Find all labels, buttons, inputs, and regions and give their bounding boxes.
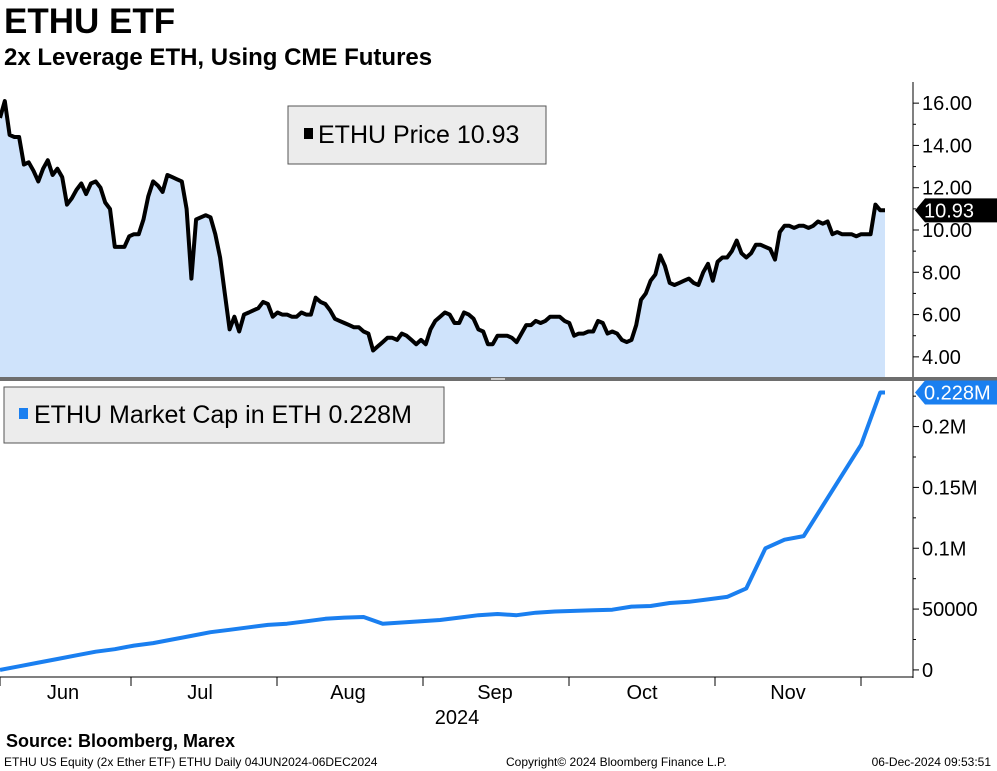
price-y-tick-label: 6.00 [922, 305, 961, 327]
price-legend-label: ETHU Price 10.93 [318, 121, 519, 149]
marketcap-series-line [0, 390, 885, 672]
x-axis-month-label: Nov [770, 682, 806, 704]
price-last-value-tag [915, 198, 997, 223]
security-info: ETHU US Equity (2x Ether ETF) ETHU Daily… [4, 755, 378, 769]
price-y-tick-label: 4.00 [922, 347, 961, 369]
panel-divider-handle [491, 378, 505, 380]
price-y-tick-label: 12.00 [922, 178, 972, 200]
x-axis-month-label: Sep [477, 682, 513, 704]
chart-title: ETHU ETF [4, 2, 176, 41]
marketcap-y-tick-label: 50000 [922, 599, 978, 621]
x-axis-month-label: Jun [47, 682, 79, 704]
source-note: Source: Bloomberg, Marex [6, 731, 236, 751]
marketcap-y-tick-label: 0.15M [922, 477, 978, 499]
copyright: Copyright© 2024 Bloomberg Finance L.P. [506, 755, 727, 769]
x-axis-year-label: 2024 [435, 707, 480, 729]
marketcap-legend-label: ETHU Market Cap in ETH 0.228M [34, 401, 412, 429]
price-series-line [0, 99, 885, 353]
chart-subtitle: 2x Leverage ETH, Using CME Futures [4, 44, 433, 71]
x-axis-month-label: Aug [330, 682, 366, 704]
marketcap-y-tick-label: 0.2M [922, 417, 966, 439]
price-legend-swatch [304, 128, 313, 139]
price-area-fill [0, 101, 885, 378]
x-axis-month-label: Jul [187, 682, 213, 704]
timestamp: 06-Dec-2024 09:53:51 [871, 755, 991, 769]
marketcap-last-value-label: 0.228M [924, 383, 991, 405]
price-last-value-label: 10.93 [924, 200, 974, 222]
price-y-tick-label: 8.00 [922, 262, 961, 284]
marketcap-last-value-tag [915, 380, 997, 405]
x-axis-month-label: Oct [626, 682, 658, 704]
price-legend-box [287, 105, 547, 165]
price-y-tick-label: 10.00 [922, 220, 972, 242]
marketcap-legend-swatch [19, 408, 28, 419]
marketcap-y-tick-label: 0.1M [922, 538, 966, 560]
price-y-tick-label: 16.00 [922, 93, 972, 115]
marketcap-y-tick-label: 0 [922, 660, 933, 682]
price-y-tick-label: 14.00 [922, 135, 972, 157]
marketcap-legend-box [3, 386, 445, 444]
